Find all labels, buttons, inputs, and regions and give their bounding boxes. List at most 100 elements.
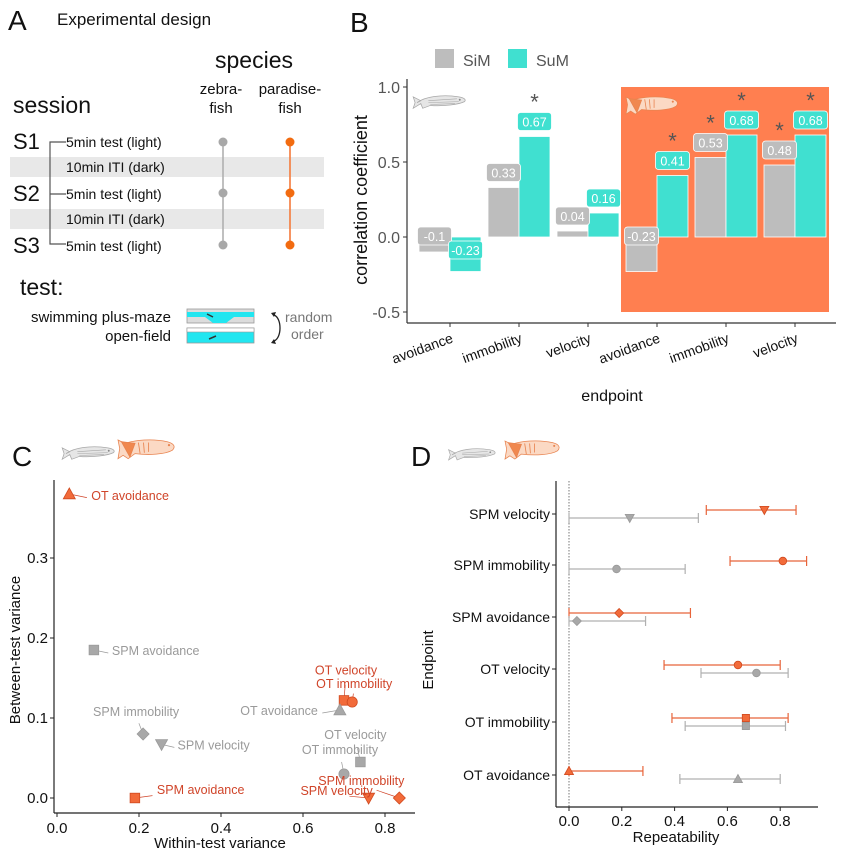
c-point-zebrafish [88,644,100,656]
bar-value-label-sim: 0.04 [560,210,584,224]
test-label-spm: swimming plus-maze [31,309,171,326]
species-paradisefish-line2: fish [278,100,301,117]
d-estimate-paradisefish [733,660,743,670]
bar-sim-5 [763,164,796,238]
c-point-label: OT velocity [324,728,387,742]
bar-label-box-sum [793,110,828,130]
significance-asterisk: * [737,88,746,113]
species-zebrafish-line1: zebra- [200,81,243,98]
iti-band-1 [10,157,324,177]
d-estimate-paradisefish [759,506,770,516]
session-header: session [13,92,91,118]
c-x-axis-label: Within-test variance [154,835,286,852]
bar-sum-4 [725,134,758,238]
row-label-5: 5min test (light) [66,238,162,254]
d-y-tick-label: OT immobility [465,714,550,730]
b-x-tick-label: immobility [460,330,524,366]
bar-label-box-sim [693,133,728,152]
zebrafish-icon [448,448,496,461]
d-estimate-paradisefish [741,714,750,723]
panel-a: A Experimental design species zebra- fis… [8,5,332,345]
c-x-tick-label: 0.2 [129,820,150,837]
bar-value-label-sum: 0.67 [522,116,546,130]
d-x-tick-label: 0.2 [611,813,632,830]
bar-label-box-sum [586,188,621,208]
b-x-axis-label: endpoint [581,388,643,405]
iti-band-2 [10,209,324,229]
session-label-s2: S2 [13,181,40,206]
test-label-of: open-field [105,328,171,345]
significance-asterisk: * [706,111,715,136]
d-estimate-paradisefish [778,556,788,566]
d-x-tick-label: 0.0 [559,813,580,830]
d-x-axis-label: Repeatability [633,829,720,846]
d-y-tick-label: SPM immobility [454,557,550,573]
c-point-label: SPM avoidance [157,783,245,797]
d-estimate-zebrafish [752,668,761,678]
c-y-tick-label: 0.3 [27,550,48,567]
bar-sum-3 [656,175,689,238]
bar-label-box-sum [448,240,483,260]
species-header: species [215,47,293,73]
bar-label-box-sim [762,140,797,160]
row-label-4: 10min ITI (dark) [66,211,165,227]
panel-c: C 0.0 0.2 0.4 0.6 0.8 0.0 0.1 0.2 0.3 OT avoidan… [7,439,415,852]
bar-value-label-sim: 0.33 [491,167,515,181]
bar-label-box-sum [517,112,552,131]
c-point-zebrafish [136,727,150,741]
c-point-zebrafish [355,756,366,768]
arrowhead-icon [271,312,276,344]
paradisefish-icon [117,439,175,460]
d-estimate-paradisefish [614,607,625,619]
legend-swatch-sim [435,49,454,68]
d-x-tick-label: 0.4 [664,813,685,830]
significance-asterisk: * [668,129,677,154]
c-point-label: OT immobility [316,677,393,691]
bar-value-label-sim: 0.48 [767,144,791,158]
b-x-tick-label: avoidance [390,330,456,367]
bar-sim-4 [694,157,727,238]
bar-sum-2 [587,212,620,238]
bar-value-label-sum: 0.16 [591,192,615,206]
legend-label-sim: SiM [463,53,491,70]
bar-label-box-sum [724,110,759,130]
d-y-tick-label: OT velocity [480,661,550,677]
c-y-axis-label: Between-test variance [7,576,24,724]
c-point-paradisefish [62,487,76,500]
panel-letter-b: B [350,7,369,38]
random-order-arrow-icon [273,314,281,342]
d-estimate-zebrafish [571,615,582,627]
d-estimate-zebrafish [624,514,635,524]
panel-b: B SiM SuM -0.10.330.04-0.230.53*0.48*-0.… [350,7,836,405]
bar-sim-1 [487,187,520,238]
b-x-tick-label: velocity [544,330,593,361]
c-point-label: SPM avoidance [112,644,200,658]
c-point-label: SPM immobility [93,705,180,719]
c-y-tick-label: 0.2 [27,630,48,647]
c-point-zebrafish [154,739,169,752]
d-y-tick-label: SPM velocity [469,506,550,522]
c-point-label: OT velocity [315,663,378,677]
paradisefish-session-dot [285,240,295,250]
b-x-tick-label: immobility [667,330,731,366]
open-field-icon [186,327,255,344]
bar-value-label-sum: 0.41 [660,155,684,169]
b-y-tick-label: 0.0 [378,230,400,247]
random-order-note-2: order [291,326,324,342]
c-x-tick-label: 0.0 [47,820,68,837]
b-y-axis-label: correlation coefficient [351,115,371,285]
test-header: test: [20,274,63,300]
d-x-tick-label: 0.8 [770,813,791,830]
significance-asterisk: * [775,118,784,143]
legend-swatch-sum [508,49,527,68]
zebrafish-session-dot [218,137,228,147]
session-label-s1: S1 [13,129,40,154]
bar-value-label-sim: -0.1 [424,230,446,244]
paradisefish-icon [504,440,560,460]
b-y-tick-label: 0.5 [378,155,400,172]
c-point-zebrafish [333,703,347,716]
row-label-3: 5min test (light) [66,186,162,202]
b-x-tick-label: avoidance [597,330,663,367]
d-estimate-zebrafish [732,773,744,783]
